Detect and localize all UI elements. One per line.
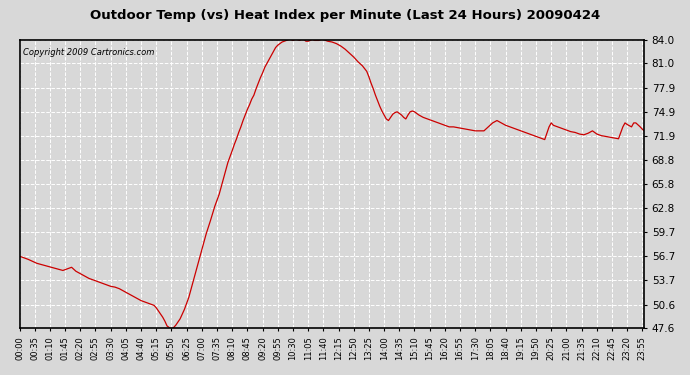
Text: Outdoor Temp (vs) Heat Index per Minute (Last 24 Hours) 20090424: Outdoor Temp (vs) Heat Index per Minute … — [90, 9, 600, 22]
Text: Copyright 2009 Cartronics.com: Copyright 2009 Cartronics.com — [23, 48, 154, 57]
